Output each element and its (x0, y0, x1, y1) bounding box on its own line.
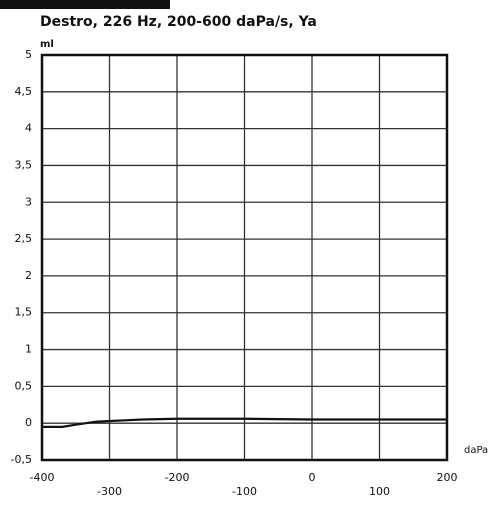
y-tick-label: 5 (25, 48, 32, 61)
x-tick-label: 0 (309, 471, 316, 484)
y-axis-label: ml (40, 39, 54, 50)
y-tick-label: 1 (25, 343, 32, 356)
y-tick-label: -0,5 (11, 453, 32, 466)
y-tick-label: 0 (25, 416, 32, 429)
y-tick-label: 3,5 (15, 158, 33, 171)
x-tick-label: -400 (30, 471, 55, 484)
y-tick-label: 4 (25, 122, 32, 135)
x-tick-label: -200 (165, 471, 190, 484)
header-tab (0, 0, 170, 9)
x-tick-label: -300 (97, 485, 122, 498)
y-tick-label: 4,5 (15, 85, 33, 98)
y-tick-label: 1,5 (15, 306, 33, 319)
y-tick-label: 2 (25, 269, 32, 282)
chart-title: Destro, 226 Hz, 200-600 daPa/s, Ya (40, 14, 317, 30)
x-tick-label: -100 (232, 485, 257, 498)
y-tick-label: 2,5 (15, 232, 33, 245)
x-tick-label: 100 (369, 485, 390, 498)
plot-frame (40, 53, 449, 462)
y-tick-label: 0,5 (15, 379, 33, 392)
x-axis-label: daPa (464, 445, 488, 456)
data-line (42, 417, 447, 428)
x-tick-label: 200 (437, 471, 458, 484)
y-tick-label: 3 (25, 195, 32, 208)
